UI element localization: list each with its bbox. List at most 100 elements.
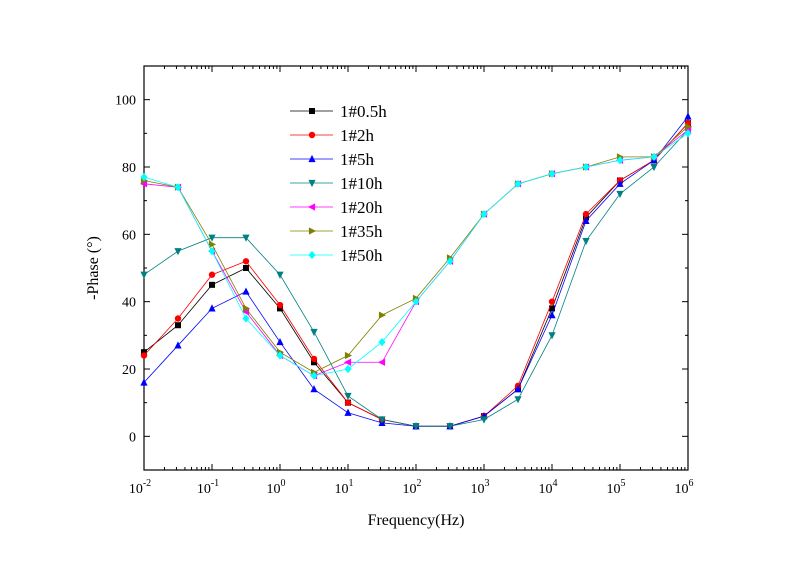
data-point xyxy=(582,210,590,218)
data-point xyxy=(514,179,522,188)
x-tick-label: 103 xyxy=(471,478,490,497)
series-1-10h xyxy=(140,126,692,431)
data-point xyxy=(310,385,318,393)
data-point xyxy=(208,304,216,312)
legend-entry: 1#50h xyxy=(290,246,383,265)
data-point xyxy=(344,351,353,360)
x-tick-exponent: 6 xyxy=(689,478,694,489)
legend-entry: 1#0.5h xyxy=(290,102,387,121)
data-point xyxy=(582,162,590,172)
y-tick-label: 20 xyxy=(122,363,136,378)
data-point xyxy=(174,183,182,192)
legend-marker xyxy=(309,108,315,114)
legend-label: 1#35h xyxy=(340,222,383,241)
data-point xyxy=(208,271,216,278)
data-point xyxy=(139,180,148,188)
data-point xyxy=(616,156,624,165)
legend-marker xyxy=(308,154,316,163)
data-point xyxy=(310,355,318,363)
x-tick-exponent: -1 xyxy=(211,478,219,489)
data-point xyxy=(377,358,386,366)
series-1-2h xyxy=(140,120,692,430)
data-point xyxy=(549,305,555,312)
data-point xyxy=(276,351,284,360)
legend-label: 1#5h xyxy=(340,150,375,169)
data-point xyxy=(243,265,249,271)
data-point xyxy=(684,112,692,120)
data-point xyxy=(650,152,658,161)
legend-entry: 1#5h xyxy=(290,150,375,169)
x-tick-exponent: -2 xyxy=(143,478,151,489)
y-tick-label: 80 xyxy=(122,161,136,176)
x-tick-exponent: 3 xyxy=(485,478,490,489)
data-point xyxy=(276,271,284,279)
data-point xyxy=(548,311,556,319)
data-point xyxy=(412,297,420,306)
data-point xyxy=(344,399,352,406)
legend-entry: 1#2h xyxy=(290,126,375,145)
data-point xyxy=(140,173,148,182)
legend-label: 1#2h xyxy=(340,126,375,145)
x-tick-base: 10 xyxy=(267,482,281,497)
data-point xyxy=(514,385,522,393)
x-tick-base: 10 xyxy=(539,482,553,497)
x-tick-label: 100 xyxy=(267,478,286,497)
y-axis-title: -Phase (°) xyxy=(85,236,102,300)
y-tick-label: 40 xyxy=(122,296,136,311)
x-tick-base: 10 xyxy=(197,482,211,497)
x-tick-base: 10 xyxy=(335,482,349,497)
data-point xyxy=(310,371,318,380)
data-point xyxy=(242,314,250,323)
x-tick-base: 10 xyxy=(471,482,485,497)
legend-marker xyxy=(308,131,316,139)
x-tick-base: 10 xyxy=(403,482,417,497)
legend-marker xyxy=(308,250,316,260)
data-point xyxy=(344,364,352,374)
legend-label: 1#10h xyxy=(340,174,383,193)
data-point xyxy=(548,169,556,178)
x-tick-label: 106 xyxy=(675,478,694,497)
x-tick-exponent: 4 xyxy=(553,478,558,489)
data-point xyxy=(242,258,250,265)
data-point xyxy=(684,123,693,131)
data-point xyxy=(277,305,283,312)
data-point xyxy=(446,257,454,266)
x-tick-base: 10 xyxy=(129,482,143,497)
data-point xyxy=(174,315,182,322)
data-point xyxy=(548,332,556,340)
x-tick-exponent: 5 xyxy=(621,478,626,489)
legend-label: 1#50h xyxy=(340,246,383,265)
legend-entry: 1#20h xyxy=(290,198,383,217)
data-point xyxy=(582,216,590,224)
y-tick-label: 60 xyxy=(122,228,136,243)
series-1-35h xyxy=(140,123,693,376)
data-point xyxy=(174,341,182,349)
data-point xyxy=(344,408,352,416)
data-point xyxy=(208,247,216,256)
data-point xyxy=(343,358,352,366)
data-point xyxy=(582,237,590,246)
series-line xyxy=(143,126,689,373)
series-line xyxy=(143,133,689,377)
data-point xyxy=(311,359,317,366)
data-point xyxy=(412,423,420,431)
data-point xyxy=(141,349,147,356)
x-tick-label: 102 xyxy=(403,478,422,497)
series-1-20h xyxy=(139,126,692,380)
data-point xyxy=(616,179,624,187)
data-point xyxy=(242,287,250,295)
data-point xyxy=(480,210,488,219)
data-point xyxy=(548,298,556,305)
y-tick-label: 0 xyxy=(129,430,136,445)
data-point xyxy=(344,392,352,401)
data-point xyxy=(378,337,386,347)
x-tick-exponent: 1 xyxy=(349,478,354,489)
legend-label: 1#20h xyxy=(340,198,383,217)
x-tick-label: 10-2 xyxy=(129,478,151,497)
x-tick-label: 101 xyxy=(335,478,354,497)
data-point xyxy=(514,396,522,404)
x-axis-title: Frequency(Hz) xyxy=(368,512,465,529)
x-tick-base: 10 xyxy=(675,482,689,497)
data-point xyxy=(140,352,148,359)
